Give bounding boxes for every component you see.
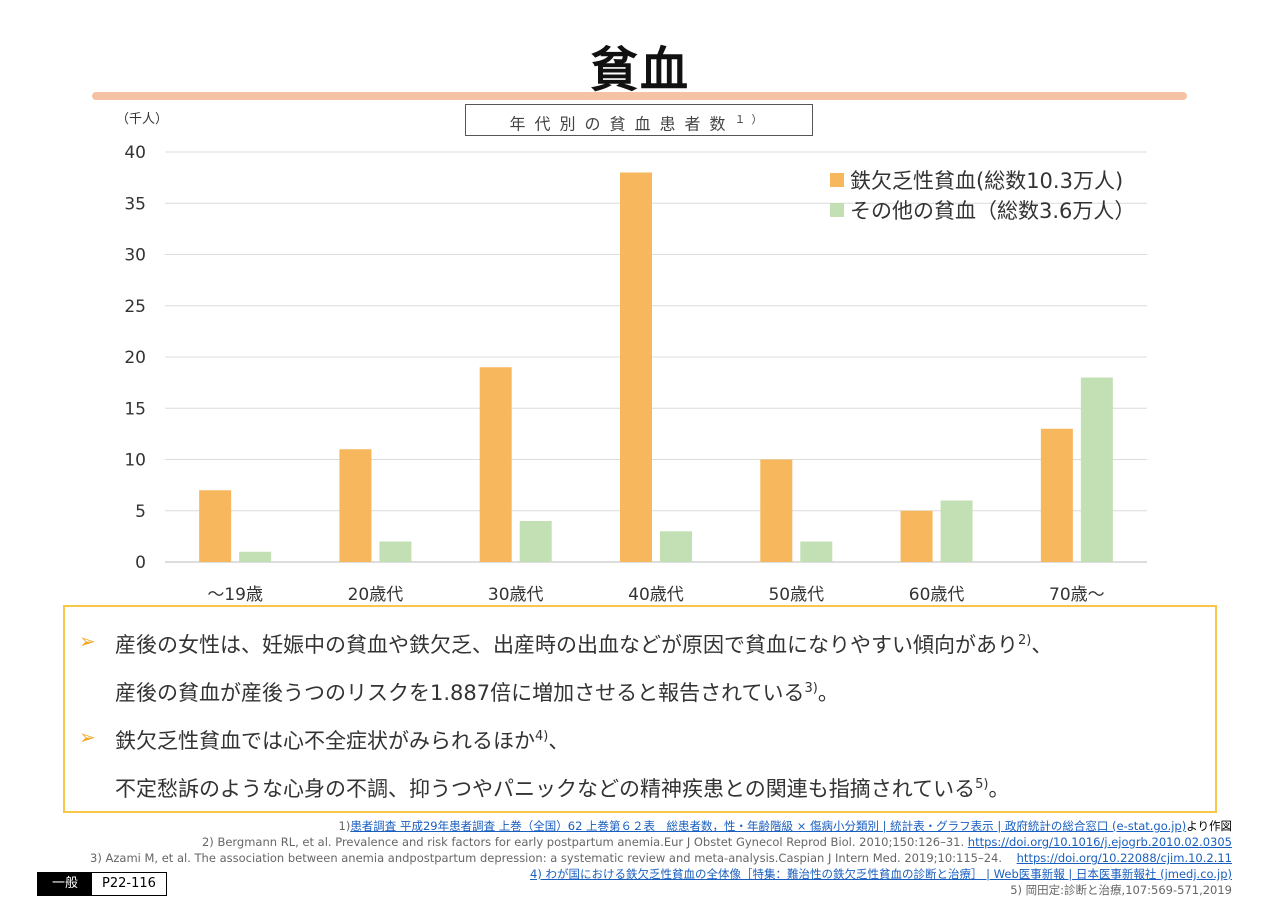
reference-5: 5) 岡田定:診断と治療,107:569-571,2019	[1010, 883, 1232, 897]
title-underline	[92, 92, 1187, 100]
references: 1)患者調査 平成29年患者調査 上巻（全国）62 上巻第６２表 総患者数，性・…	[90, 818, 1232, 898]
legend-label-other: その他の貧血（総数3.6万人）	[850, 199, 1136, 223]
bar-other	[800, 541, 833, 562]
x-tick-label: 70歳～	[1049, 585, 1105, 605]
y-tick-label: 0	[135, 553, 146, 573]
reference-2: 2) Bergmann RL, et al. Prevalence and ri…	[90, 834, 1232, 850]
note-3-ref: 4)	[535, 729, 549, 744]
note-line-1: ➢ 産後の女性は、妊娠中の貧血や鉄欠乏、出産時の出血などが原因で貧血になりやすい…	[65, 617, 1215, 665]
reference-2-text: 2) Bergmann RL, et al. Prevalence and ri…	[201, 835, 965, 849]
bar-iron	[620, 172, 652, 562]
bullet-arrow-icon: ➢	[79, 725, 96, 749]
note-3-text: 鉄欠乏性貧血では心不全症状がみられるほか	[115, 729, 535, 753]
x-tick-label: 50歳代	[768, 585, 824, 605]
bar-chart: 0 5 10 15 20 25 30 35 40 ～19歳 20歳代 30歳代 40歳代 50歳代 60歳…	[124, 143, 1147, 605]
bullet-arrow-icon: ➢	[79, 629, 96, 653]
y-tick-label: 5	[135, 502, 146, 522]
note-line-4: 不定愁訴のような心身の不調、抑うつやパニックなどの精神疾患との関連も指摘されてい…	[65, 761, 1215, 809]
bar-other	[519, 521, 552, 562]
legend-item-iron: 鉄欠乏性貧血(総数10.3万人)	[830, 165, 1135, 195]
bar-other	[239, 551, 272, 562]
reference-1: 1)患者調査 平成29年患者調査 上巻（全国）62 上巻第６２表 総患者数，性・…	[90, 818, 1233, 834]
bar-iron	[339, 449, 372, 562]
reference-1-tail: より作図	[1186, 819, 1232, 833]
bar-iron	[1040, 428, 1073, 562]
document-code: P22-116	[92, 873, 166, 895]
note-line-3: ➢ 鉄欠乏性貧血では心不全症状がみられるほか4)、	[65, 713, 1215, 761]
reference-2-link[interactable]: https://doi.org/10.1016/j.ejogrb.2010.02…	[967, 835, 1232, 849]
bar-iron	[199, 490, 232, 562]
x-tick-label: 40歳代	[628, 585, 684, 605]
reference-3-text: 3) Azami M, et al. The association betwe…	[90, 851, 1003, 865]
note-4-tail: 。	[988, 777, 1010, 801]
x-tick-label: 20歳代	[348, 585, 404, 605]
legend-swatch-other	[830, 203, 844, 217]
x-tick-label: ～19歳	[207, 585, 263, 605]
bars	[199, 172, 1113, 562]
y-tick-label: 35	[124, 194, 146, 214]
grid-lines	[165, 151, 1147, 563]
legend-item-other: その他の貧血（総数3.6万人）	[830, 195, 1135, 225]
y-tick-label: 20	[124, 348, 146, 368]
bar-other	[1080, 377, 1113, 562]
note-line-2: 産後の貧血が産後うつのリスクを1.887倍に増加させると報告されている3)。	[65, 665, 1215, 713]
x-tick-labels: ～19歳 20歳代 30歳代 40歳代 50歳代 60歳代 70歳～	[207, 585, 1104, 605]
note-3-tail: 、	[548, 729, 570, 753]
chart-title-ref: １）	[734, 113, 769, 126]
chart-legend: 鉄欠乏性貧血(総数10.3万人) その他の貧血（総数3.6万人）	[830, 165, 1135, 225]
note-4-ref: 5)	[975, 777, 989, 792]
note-2-text: 産後の貧血が産後うつのリスクを1.887倍に増加させると報告されている	[115, 681, 805, 705]
reference-4: 4) わが国における鉄欠乏性貧血の全体像［特集：難治性の鉄欠乏性貧血の診断と治療…	[90, 866, 1232, 882]
y-tick-label: 10	[124, 451, 146, 471]
note-1-text: 産後の女性は、妊娠中の貧血や鉄欠乏、出産時の出血などが原因で貧血になりやすい傾向…	[115, 633, 1018, 657]
y-tick-label: 40	[124, 143, 146, 163]
note-4-text: 不定愁訴のような心身の不調、抑うつやパニックなどの精神疾患との関連も指摘されてい…	[115, 777, 976, 801]
reference-3: 3) Azami M, et al. The association betwe…	[90, 850, 1232, 866]
reference-1-number: 1)	[338, 819, 351, 833]
reference-4-link[interactable]: 4) わが国における鉄欠乏性貧血の全体像［特集：難治性の鉄欠乏性貧血の診断と治療…	[530, 867, 1232, 881]
legend-swatch-iron	[830, 173, 844, 187]
document-code-tag: 一般 P22-116	[37, 872, 167, 896]
bar-iron	[479, 367, 512, 562]
reference-1-link[interactable]: 患者調査 平成29年患者調査 上巻（全国）62 上巻第６２表 総患者数，性・年齢…	[350, 819, 1187, 833]
notes-box: ➢ 産後の女性は、妊娠中の貧血や鉄欠乏、出産時の出血などが原因で貧血になりやすい…	[63, 605, 1217, 813]
x-tick-label: 60歳代	[909, 585, 965, 605]
chart-title-text: 年代別の貧血患者数	[509, 114, 735, 134]
legend-label-iron: 鉄欠乏性貧血(総数10.3万人)	[850, 169, 1124, 193]
y-tick-label: 15	[124, 399, 146, 419]
note-2-ref: 3)	[804, 681, 818, 696]
chart-title: 年代別の貧血患者数１）	[465, 104, 813, 136]
y-tick-label: 30	[124, 246, 146, 266]
bar-iron	[900, 510, 933, 562]
note-1-tail: 、	[1031, 633, 1053, 657]
category-label: 一般	[38, 873, 93, 895]
page-title: 貧血	[589, 42, 690, 98]
note-1-ref: 2)	[1018, 633, 1032, 648]
y-axis-unit: （千人）	[116, 112, 169, 127]
reference-3-link[interactable]: https://doi.org/10.22088/cjim.10.2.11	[1016, 851, 1232, 865]
y-tick-labels: 0 5 10 15 20 25 30 35 40	[124, 143, 146, 573]
x-tick-label: 30歳代	[488, 585, 544, 605]
bar-other	[940, 500, 973, 562]
bar-other	[660, 531, 692, 562]
note-2-tail: 。	[817, 681, 839, 705]
y-tick-label: 25	[124, 297, 146, 317]
bar-iron	[760, 459, 793, 562]
bar-other	[379, 541, 412, 562]
